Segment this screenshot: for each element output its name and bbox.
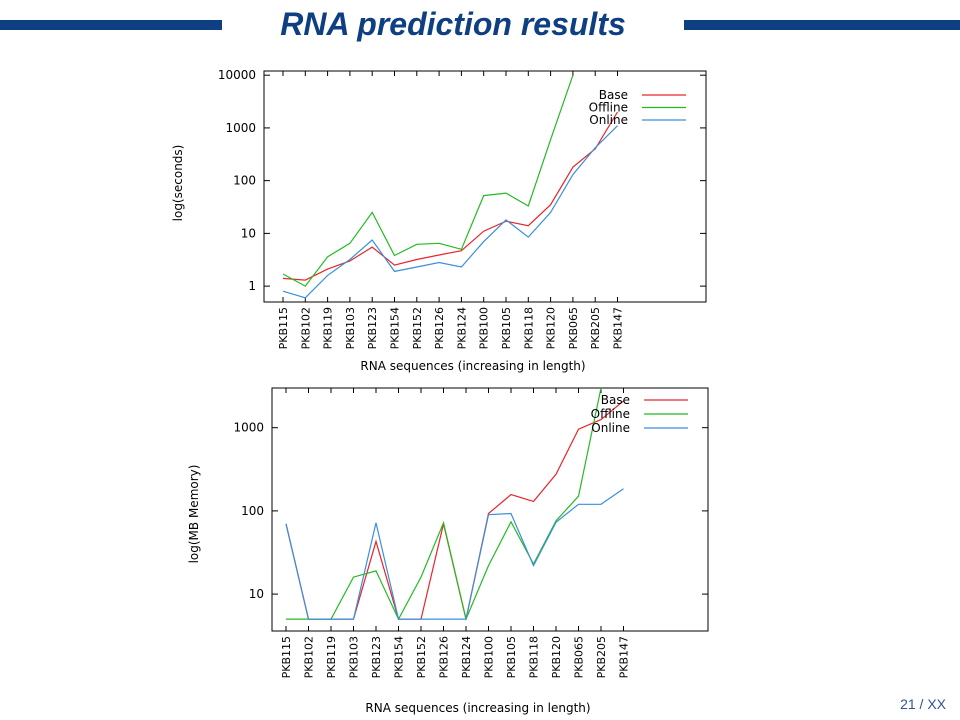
runtime-x-category-label: PKB154 xyxy=(389,307,402,349)
memory-x-category-label: PKB115 xyxy=(280,636,293,678)
memory-x-category-label: PKB123 xyxy=(370,636,383,678)
memory-chart: 10 100 1000 PKB115 PKB102 PKB119 PKB103 PKB123 P… xyxy=(0,384,960,720)
memory-x-category-label: PKB152 xyxy=(415,636,428,678)
memory-x-category-label: PKB102 xyxy=(303,636,316,678)
title-rule-left xyxy=(0,20,222,30)
slide-number: 21 / XX xyxy=(900,696,946,712)
runtime-legend-label-base: Base xyxy=(599,88,628,102)
runtime-x-category-label: PKB115 xyxy=(277,307,290,349)
runtime-x-category-label: PKB120 xyxy=(545,307,558,349)
runtime-x-category-label: PKB065 xyxy=(567,307,580,349)
runtime-y-tick-label: 10 xyxy=(241,226,256,240)
memory-series-offline-line xyxy=(286,388,602,622)
runtime-x-category-label: PKB105 xyxy=(500,307,513,349)
memory-y-axis-label: log(MB Memory) xyxy=(187,465,201,564)
memory-y-tick-label: 100 xyxy=(241,504,264,518)
runtime-y-tick-label: 100 xyxy=(233,174,256,188)
memory-x-category-label: PKB126 xyxy=(438,636,451,678)
memory-x-category-label: PKB100 xyxy=(483,636,496,678)
memory-x-category-label: PKB118 xyxy=(528,636,541,678)
title-bar: RNA prediction results xyxy=(0,0,960,50)
memory-x-category-label: PKB103 xyxy=(348,636,361,678)
memory-x-category-label: PKB147 xyxy=(618,636,631,678)
runtime-x-category-label: PKB205 xyxy=(589,307,602,349)
runtime-series-online-line xyxy=(282,125,618,299)
memory-legend-label-base: Base xyxy=(601,393,630,407)
memory-x-category-label: PKB120 xyxy=(550,636,563,678)
runtime-x-category-label: PKB103 xyxy=(344,307,357,349)
runtime-x-category-label: PKB102 xyxy=(299,307,312,349)
runtime-plot-frame xyxy=(263,70,707,303)
memory-chart-svg: 10 100 1000 PKB115 PKB102 PKB119 PKB103 PKB123 P… xyxy=(187,387,709,715)
runtime-series-offline-line xyxy=(282,75,574,287)
memory-y-tick-label: 10 xyxy=(249,587,264,601)
memory-legend-label-offline: Offline xyxy=(591,407,630,421)
runtime-x-category-label: PKB124 xyxy=(455,307,468,349)
runtime-chart-svg: 1 10 100 1000 10000 PKB115 PKB102 PKB119 PKB103 P… xyxy=(171,68,707,373)
memory-plot-frame xyxy=(271,387,709,632)
runtime-x-category-label: PKB126 xyxy=(433,307,446,349)
runtime-legend-label-offline: Offline xyxy=(589,101,628,115)
memory-legend-label-online: Online xyxy=(591,421,630,435)
runtime-series-base-line xyxy=(282,111,619,281)
memory-y-tick-label: 1000 xyxy=(233,421,264,435)
memory-x-category-label: PKB119 xyxy=(325,636,338,678)
runtime-x-category-label: PKB118 xyxy=(522,307,535,349)
memory-x-category-label: PKB065 xyxy=(573,636,586,678)
memory-x-category-label: PKB154 xyxy=(393,636,406,678)
memory-x-category-label: PKB124 xyxy=(460,636,473,678)
memory-x-category-label: PKB205 xyxy=(595,636,608,678)
slide-title: RNA prediction results xyxy=(280,6,626,42)
memory-x-category-label: PKB105 xyxy=(505,636,518,678)
runtime-y-axis-label: log(seconds) xyxy=(171,145,185,222)
memory-x-axis-label: RNA sequences (increasing in length) xyxy=(365,701,590,715)
runtime-x-axis-label: RNA sequences (increasing in length) xyxy=(360,359,585,373)
runtime-x-category-label: PKB147 xyxy=(612,307,625,349)
memory-series-base-line xyxy=(285,400,624,620)
runtime-y-tick-label: 1 xyxy=(248,279,256,293)
runtime-x-category-label: PKB123 xyxy=(366,307,379,349)
memory-series-online-line xyxy=(285,488,624,620)
runtime-y-tick-label: 10000 xyxy=(218,68,256,82)
runtime-legend-label-online: Online xyxy=(589,113,628,127)
runtime-x-category-label: PKB100 xyxy=(478,307,491,349)
runtime-x-category-label: PKB119 xyxy=(322,307,335,349)
runtime-x-category-label: PKB152 xyxy=(411,307,424,349)
runtime-chart: 1 10 100 1000 10000 PKB115 PKB102 PKB119 PKB103 P… xyxy=(0,56,960,384)
title-rule-right xyxy=(684,20,960,30)
runtime-y-tick-label: 1000 xyxy=(225,121,256,135)
